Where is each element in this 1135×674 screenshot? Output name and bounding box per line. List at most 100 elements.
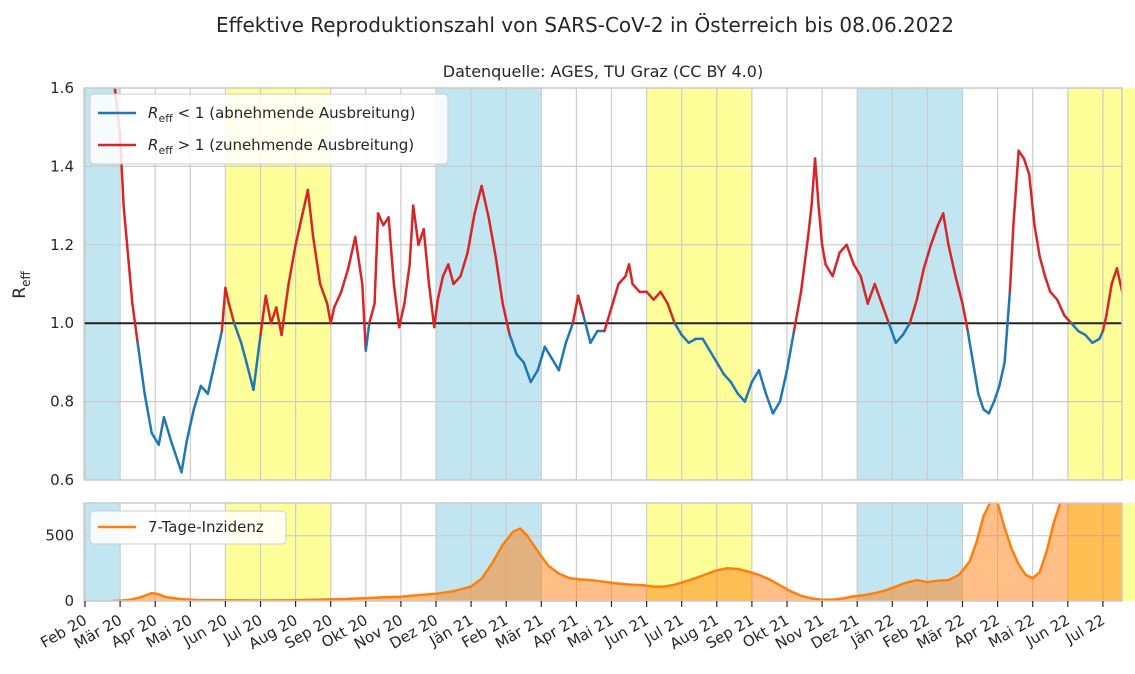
season-band-top-3 — [646, 88, 752, 480]
reff-line-segment — [150, 431, 160, 446]
reff-line-segment — [1033, 223, 1041, 258]
reff-line-segment — [245, 361, 255, 392]
reff-line-segment — [239, 341, 248, 364]
reff-line-segment — [131, 302, 139, 345]
reff-line-segment — [708, 349, 719, 364]
reff-line-segment — [1098, 329, 1105, 341]
reff-line-segment — [199, 384, 210, 396]
reff-line-segment — [1105, 282, 1113, 317]
reff-line-segment — [680, 333, 690, 345]
reff-line-segment — [947, 243, 957, 278]
reff-line-segment — [617, 274, 627, 286]
reff-line-segment — [143, 392, 153, 435]
incidence-area — [113, 503, 1122, 601]
y-tick-label: 1.0 — [50, 314, 74, 332]
y-axis-label-sub: eff — [19, 271, 33, 287]
reff-line-segment — [894, 333, 905, 345]
reff-line-segment — [347, 235, 357, 270]
legend-entry-decreasing: Reff < 1 (abnehmende Ausbreitung) — [148, 104, 416, 125]
reff-line-segment — [820, 243, 827, 266]
y-tick-label-incidence: 0 — [64, 592, 74, 610]
reff-line-segment — [824, 263, 834, 278]
legend-entry-increasing: Reff > 1 (zunehmende Ausbreitung) — [148, 136, 414, 157]
incidence-line — [113, 503, 1062, 601]
reff-line-segment — [701, 337, 712, 352]
reff-line-segment — [1091, 337, 1101, 345]
reff-line-segment — [971, 361, 980, 396]
reff-line-segment — [576, 294, 585, 317]
reff-line-segment — [436, 274, 445, 301]
reff-line-segment — [1084, 333, 1094, 345]
reff-line-segment — [987, 400, 996, 415]
incidence-panel: 0 500 — [45, 502, 1135, 610]
reff-line-segment — [220, 286, 227, 333]
reff-line-segment — [364, 321, 371, 352]
reff-line-segment — [792, 290, 803, 333]
season-band-top-4 — [857, 88, 963, 480]
reff-line-segment — [1049, 290, 1059, 301]
reff-line-segment — [845, 243, 855, 266]
reff-line-segment — [859, 274, 869, 305]
reff-line-segment — [403, 263, 411, 305]
reff-line-segment — [627, 263, 634, 286]
reff-line-segment — [1056, 298, 1066, 317]
reff-line-segment — [771, 400, 782, 415]
reff-line-segment — [603, 306, 613, 333]
reff-line-segment — [550, 357, 561, 372]
y-tick-label: 0.6 — [50, 471, 74, 489]
reff-line-segment — [224, 286, 231, 305]
reff-line-segment — [339, 267, 350, 294]
reff-line-segment — [397, 302, 406, 329]
reff-line-segment — [922, 243, 933, 270]
reff-line-segment — [582, 314, 592, 345]
legend-entry-incidence: 7-Tage-Inzidenz — [148, 518, 264, 536]
reff-line-segment — [589, 329, 599, 345]
reff-line-segment — [722, 372, 733, 384]
reff-line-segment — [252, 333, 262, 392]
y-tick-label-incidence: 500 — [45, 527, 74, 545]
reff-line-segment — [571, 294, 580, 325]
incidence-legend-box — [89, 510, 287, 545]
reff-legend-box — [89, 93, 449, 165]
reff-line-segment — [564, 321, 575, 345]
incidence-area-group — [113, 503, 1122, 601]
reff-line-segment — [441, 263, 450, 278]
figure-title: Effektive Reproduktionszahl von SARS-CoV… — [216, 13, 954, 37]
reff-line-segment — [799, 235, 810, 294]
reff-line-segment — [180, 439, 189, 474]
x-tick-label: Jul 22 — [1062, 611, 1108, 648]
reff-line-segment — [329, 306, 336, 325]
y-tick-label: 1.2 — [50, 236, 74, 254]
y-tick-label: 0.8 — [50, 393, 74, 411]
reff-line-segment — [557, 341, 568, 372]
reff-line-segment — [543, 345, 554, 360]
reff-line-segment — [373, 212, 380, 305]
reff-line-segment — [659, 290, 669, 305]
reff-line-segment — [368, 302, 376, 325]
reff-line-segment — [750, 368, 761, 384]
reff-line-segment — [901, 321, 912, 337]
reff-line-segment — [408, 204, 415, 266]
reff-line-segment — [185, 408, 196, 443]
reff-line-segment — [162, 416, 173, 443]
reff-line-segment — [908, 298, 919, 325]
reff-line-segment — [269, 306, 278, 325]
reff-line-segment — [1063, 314, 1073, 325]
reff-line-segment — [494, 255, 504, 305]
reff-line-segment — [1022, 157, 1031, 176]
reff-line-segment — [652, 290, 662, 301]
reff-line-segment — [1043, 274, 1052, 294]
reff-line-segment — [873, 282, 884, 305]
reff-line-segment — [1003, 290, 1012, 364]
reff-line-segment — [1077, 329, 1087, 337]
reff-line-segment — [817, 204, 824, 247]
reff-line-segment — [736, 392, 747, 403]
reff-line-segment — [992, 384, 1001, 403]
reff-line-segment — [778, 368, 789, 403]
reff-line-segment — [157, 416, 166, 446]
reff-line-segment — [125, 243, 134, 305]
reff-line-segment — [536, 345, 547, 372]
reff-line-segment — [915, 267, 926, 301]
